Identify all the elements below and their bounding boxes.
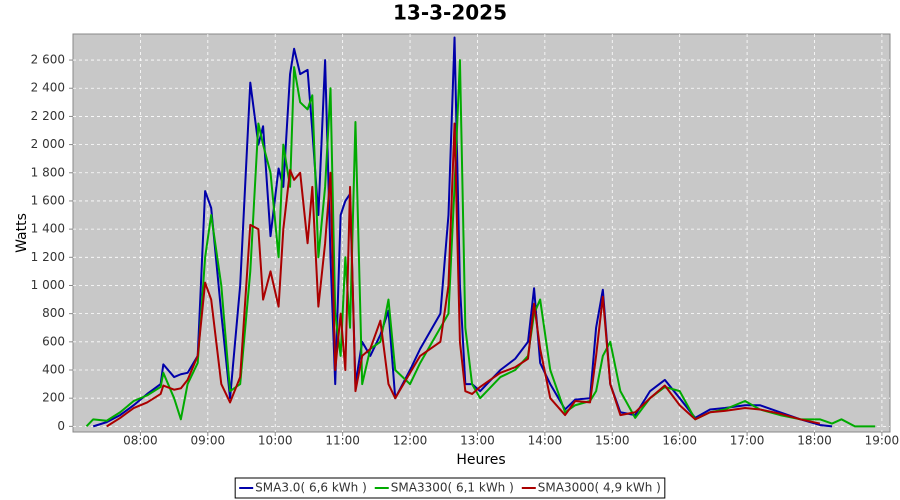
plot-area [72,33,891,433]
x-tick-label: 16:00 [662,434,697,448]
y-tick-label: 2 400 [31,81,65,95]
y-tick-label: 200 [42,391,65,405]
x-tick-label: 12:00 [393,434,428,448]
y-tick-label: 1 400 [31,222,65,236]
legend: SMA3.0( 6,6 kWh ) SMA3300( 6,1 kWh ) SMA30… [234,477,666,499]
x-tick-label: 19:00 [865,434,900,448]
x-tick-label: 15:00 [595,434,630,448]
chart-title: 13-3-2025 [393,1,507,25]
legend-label: SMA3000( 4,9 kWh ) [538,481,661,495]
y-tick-label: 1 000 [31,278,65,292]
legend-label: SMA3.0( 6,6 kWh ) [255,481,367,495]
x-tick-label: 18:00 [797,434,832,448]
y-axis-label: Watts [14,213,30,253]
y-tick-label: 600 [42,334,65,348]
y-tick-label: 1 600 [31,193,65,207]
x-tick-label: 10:00 [258,434,293,448]
legend-label: SMA3300( 6,1 kWh ) [391,481,514,495]
x-tick-label: 14:00 [528,434,563,448]
series-line [106,122,821,428]
y-tick-label: 2 000 [31,137,65,151]
y-tick-label: 1 200 [31,250,65,264]
y-tick-label: 0 [57,419,65,433]
x-tick-label: 11:00 [325,434,360,448]
legend-box [234,477,666,499]
y-tick-label: 800 [42,306,65,320]
x-axis-label: Heures [456,452,505,468]
x-tick-label: 09:00 [191,434,226,448]
x-tick-label: 17:00 [730,434,765,448]
y-tick-label: 2 600 [31,53,65,67]
x-tick-label: 13:00 [460,434,495,448]
y-tick-label: 2 200 [31,109,65,123]
y-tick-label: 1 800 [31,165,65,179]
x-tick-label: 08:00 [123,434,158,448]
y-tick-label: 400 [42,363,65,377]
